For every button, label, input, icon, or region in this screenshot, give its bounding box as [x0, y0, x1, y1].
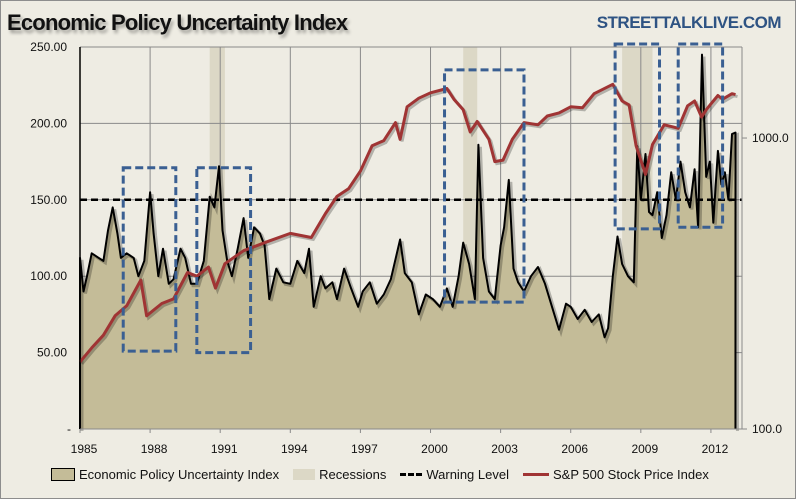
legend-item-epu: Economic Policy Uncertainty Index — [51, 467, 279, 482]
legend: Economic Policy Uncertainty Index Recess… — [51, 467, 723, 482]
annotation-dashed-box — [121, 166, 178, 353]
epu-line — [79, 53, 737, 430]
y-right-tick-label: 1000.0 — [752, 131, 789, 145]
x-tick-label: 1988 — [141, 442, 168, 456]
x-tick-label: 2006 — [561, 442, 588, 456]
x-tick-label: 1991 — [211, 442, 238, 456]
brand-logo-text: STREETTALKLIVE.COM — [596, 13, 782, 32]
y-left-tick-label: 250.00 — [30, 40, 67, 54]
x-tick-label: 2000 — [421, 442, 448, 456]
y-left-tick-label: - — [67, 422, 71, 436]
legend-item-recessions: Recessions — [293, 467, 386, 482]
x-tick-label: 1985 — [71, 442, 98, 456]
y-left-tick-label: 100.00 — [30, 269, 67, 283]
y-left-tick-label: 50.00 — [37, 346, 67, 360]
x-tick-label: 2012 — [702, 442, 729, 456]
legend-swatch-recessions — [293, 469, 316, 480]
legend-label-warning: Warning Level — [426, 467, 509, 482]
legend-swatch-sp500 — [522, 473, 549, 476]
annotation-dashed-box — [613, 42, 662, 231]
x-tick-label: 1997 — [351, 442, 378, 456]
x-tick-label: 1994 — [281, 442, 308, 456]
legend-item-sp500: S&P 500 Stock Price Index — [522, 467, 709, 482]
y-left-tick-label: 200.00 — [30, 116, 67, 130]
legend-item-warning: Warning Level — [400, 467, 509, 482]
y-right-tick-label: 100.0 — [752, 422, 782, 436]
sp500-line — [78, 82, 736, 363]
legend-label-sp500: S&P 500 Stock Price Index — [552, 467, 709, 482]
legend-swatch-warning — [400, 473, 423, 476]
annotation-dashed-box — [676, 42, 725, 229]
x-tick-label: 2003 — [491, 442, 518, 456]
annotation-dashed-box — [195, 166, 253, 355]
x-tick-label: 2009 — [631, 442, 658, 456]
annotation-dashed-box — [443, 68, 526, 304]
legend-label-recessions: Recessions — [319, 467, 387, 482]
legend-label-epu: Economic Policy Uncertainty Index — [79, 467, 280, 482]
epu-area — [80, 54, 736, 429]
legend-swatch-epu — [51, 468, 75, 481]
y-left-tick-label: 150.00 — [30, 193, 67, 207]
chart-title: Economic Policy Uncertainty Index — [7, 10, 348, 35]
